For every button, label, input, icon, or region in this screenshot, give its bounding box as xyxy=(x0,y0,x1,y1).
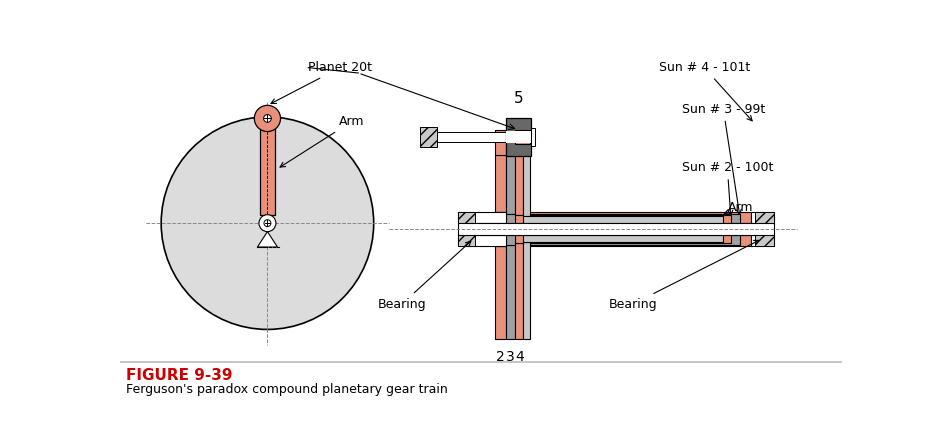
Bar xyxy=(459,236,507,246)
Bar xyxy=(515,243,523,339)
Bar xyxy=(531,128,536,146)
Bar xyxy=(507,155,515,214)
Text: 5: 5 xyxy=(514,91,523,106)
Circle shape xyxy=(264,115,271,122)
Bar xyxy=(260,118,275,215)
Bar xyxy=(459,236,476,246)
Bar xyxy=(507,214,740,223)
Circle shape xyxy=(161,117,373,329)
Bar xyxy=(507,236,740,245)
Bar xyxy=(523,216,723,223)
Bar xyxy=(523,242,530,339)
Bar xyxy=(755,212,774,223)
Text: Arm: Arm xyxy=(724,201,753,214)
Text: Sun # 4 - 101t: Sun # 4 - 101t xyxy=(658,61,752,121)
Bar xyxy=(459,212,507,223)
Bar xyxy=(507,118,531,156)
Bar xyxy=(515,130,530,144)
Circle shape xyxy=(264,220,271,227)
Text: Sun # 2 - 100t: Sun # 2 - 100t xyxy=(682,161,773,215)
Bar xyxy=(495,246,507,339)
Bar xyxy=(515,236,731,243)
Circle shape xyxy=(254,105,280,132)
Bar xyxy=(495,223,751,236)
Text: FIGURE 9-39: FIGURE 9-39 xyxy=(126,368,233,383)
Text: Bearing: Bearing xyxy=(609,241,759,310)
Bar xyxy=(751,212,774,223)
Text: Ferguson's paradox compound planetary gear train: Ferguson's paradox compound planetary ge… xyxy=(126,383,447,396)
Bar xyxy=(459,223,774,236)
Bar xyxy=(515,155,523,215)
Bar xyxy=(420,127,437,147)
Bar xyxy=(755,236,774,246)
Circle shape xyxy=(259,215,276,232)
Bar xyxy=(437,132,507,142)
Bar xyxy=(523,155,530,216)
Bar xyxy=(507,131,531,143)
Bar xyxy=(459,212,476,223)
Bar xyxy=(523,236,723,242)
Text: Sun # 3 - 99t: Sun # 3 - 99t xyxy=(682,103,765,215)
Bar xyxy=(507,245,515,339)
Text: Planet 20t: Planet 20t xyxy=(271,61,372,103)
Bar xyxy=(495,236,751,246)
Text: Arm: Arm xyxy=(280,115,365,167)
Polygon shape xyxy=(257,232,278,247)
Text: 4: 4 xyxy=(515,350,523,364)
Text: 2: 2 xyxy=(496,350,506,364)
Text: 3: 3 xyxy=(507,350,515,364)
Bar xyxy=(515,215,731,223)
Bar xyxy=(495,155,507,212)
Text: Bearing: Bearing xyxy=(377,241,471,310)
Bar xyxy=(495,212,751,223)
Bar xyxy=(495,130,507,155)
Bar xyxy=(751,236,774,246)
